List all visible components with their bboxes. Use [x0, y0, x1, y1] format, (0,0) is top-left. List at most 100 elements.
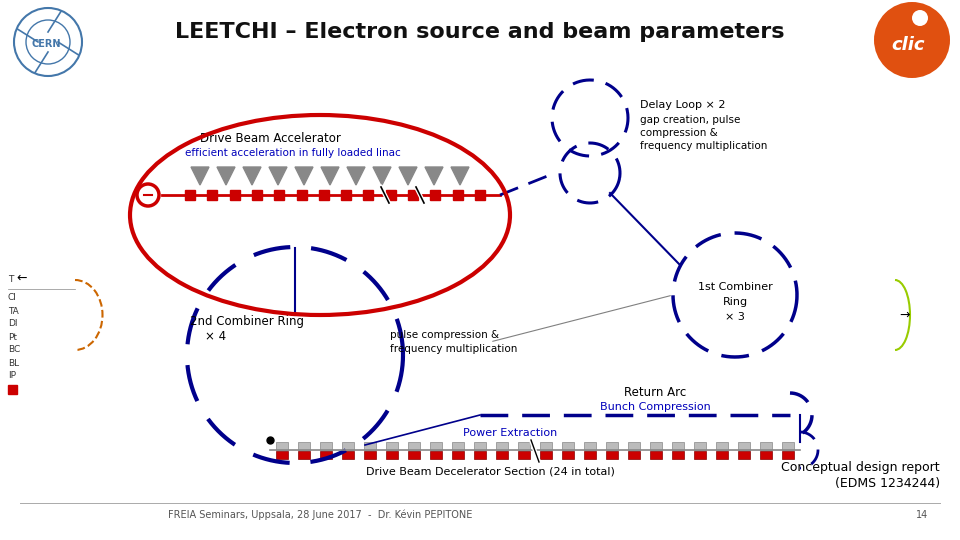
Text: (EDMS 1234244): (EDMS 1234244): [835, 476, 940, 489]
Bar: [584, 442, 596, 450]
Text: clic: clic: [891, 36, 924, 54]
Bar: [430, 190, 441, 200]
Bar: [562, 442, 574, 450]
Bar: [8, 385, 17, 394]
Bar: [782, 451, 794, 459]
Bar: [540, 442, 552, 450]
Bar: [606, 442, 618, 450]
Text: × 4: × 4: [205, 330, 227, 343]
Circle shape: [912, 10, 928, 26]
Polygon shape: [451, 167, 469, 185]
Text: Drive Beam Accelerator: Drive Beam Accelerator: [200, 132, 341, 145]
Text: 2nd Combiner Ring: 2nd Combiner Ring: [190, 315, 304, 328]
Bar: [320, 451, 332, 459]
Bar: [298, 442, 310, 450]
Bar: [319, 190, 329, 200]
Bar: [584, 451, 596, 459]
Bar: [185, 190, 195, 200]
Text: BL: BL: [8, 359, 19, 368]
Bar: [606, 451, 618, 459]
Bar: [474, 451, 486, 459]
Bar: [430, 451, 442, 459]
Bar: [672, 451, 684, 459]
Text: Ring: Ring: [723, 297, 748, 307]
Bar: [562, 451, 574, 459]
Polygon shape: [191, 167, 209, 185]
Polygon shape: [217, 167, 235, 185]
Bar: [297, 190, 306, 200]
Bar: [650, 442, 662, 450]
Bar: [672, 442, 684, 450]
Polygon shape: [425, 167, 443, 185]
Bar: [738, 451, 750, 459]
Bar: [386, 190, 396, 200]
Bar: [496, 442, 508, 450]
Bar: [408, 451, 420, 459]
Polygon shape: [373, 167, 391, 185]
Polygon shape: [269, 167, 287, 185]
Circle shape: [874, 2, 950, 78]
Bar: [650, 451, 662, 459]
Bar: [760, 451, 772, 459]
Text: Bunch Compression: Bunch Compression: [600, 402, 710, 412]
Circle shape: [137, 184, 159, 206]
Bar: [452, 451, 464, 459]
Text: 14: 14: [916, 510, 928, 520]
Bar: [320, 442, 332, 450]
Text: efficient acceleration in fully loaded linac: efficient acceleration in fully loaded l…: [185, 148, 400, 158]
Bar: [386, 451, 398, 459]
Text: →: →: [900, 308, 910, 321]
Text: pulse compression &: pulse compression &: [390, 330, 499, 340]
Bar: [474, 442, 486, 450]
Bar: [760, 442, 772, 450]
Bar: [342, 451, 354, 459]
Text: frequency multiplication: frequency multiplication: [640, 141, 767, 151]
Bar: [342, 442, 354, 450]
Bar: [453, 190, 463, 200]
Text: Conceptual design report: Conceptual design report: [781, 462, 940, 475]
Bar: [408, 442, 420, 450]
Bar: [628, 442, 640, 450]
Text: BC: BC: [8, 346, 20, 354]
Text: FREIA Seminars, Uppsala, 28 June 2017  -  Dr. Kévin PEPITONE: FREIA Seminars, Uppsala, 28 June 2017 - …: [168, 510, 472, 520]
Polygon shape: [321, 167, 339, 185]
Text: IP: IP: [8, 372, 16, 381]
Polygon shape: [295, 167, 313, 185]
Bar: [716, 451, 728, 459]
Text: gap creation, pulse: gap creation, pulse: [640, 115, 740, 125]
Bar: [408, 190, 418, 200]
Text: TA: TA: [8, 307, 19, 315]
Bar: [518, 442, 530, 450]
Bar: [364, 451, 376, 459]
Text: DI: DI: [8, 320, 17, 328]
Bar: [229, 190, 240, 200]
Text: CERN: CERN: [32, 39, 60, 49]
Text: T: T: [8, 275, 13, 285]
Bar: [738, 442, 750, 450]
Text: × 3: × 3: [725, 312, 745, 322]
Bar: [518, 451, 530, 459]
Bar: [364, 442, 376, 450]
Bar: [694, 451, 706, 459]
Text: Pt: Pt: [8, 333, 17, 341]
Text: ←: ←: [16, 272, 27, 285]
Text: Power Extraction: Power Extraction: [463, 428, 557, 438]
Bar: [475, 190, 485, 200]
Bar: [496, 451, 508, 459]
Text: Delay Loop × 2: Delay Loop × 2: [640, 100, 726, 110]
Bar: [298, 451, 310, 459]
Polygon shape: [243, 167, 261, 185]
Polygon shape: [347, 167, 365, 185]
Bar: [341, 190, 351, 200]
Bar: [430, 442, 442, 450]
Bar: [364, 190, 373, 200]
Text: Return Arc: Return Arc: [624, 387, 686, 400]
Text: 1st Combiner: 1st Combiner: [698, 282, 773, 292]
Text: compression &: compression &: [640, 128, 718, 138]
Text: Drive Beam Decelerator Section (24 in total): Drive Beam Decelerator Section (24 in to…: [366, 467, 614, 477]
Bar: [207, 190, 217, 200]
Bar: [716, 442, 728, 450]
Polygon shape: [399, 167, 417, 185]
Text: frequency multiplication: frequency multiplication: [390, 344, 517, 354]
Text: Cl: Cl: [8, 294, 17, 302]
